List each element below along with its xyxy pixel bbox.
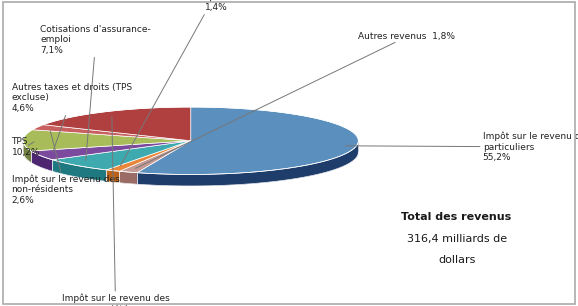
Polygon shape — [23, 130, 191, 151]
Polygon shape — [52, 160, 106, 181]
Polygon shape — [31, 141, 191, 160]
Text: Total des revenus: Total des revenus — [402, 212, 512, 222]
Text: Impôt sur le revenu des
non-résidents
2,6%: Impôt sur le revenu des non-résidents 2,… — [12, 131, 119, 205]
Text: TPS
10,2%: TPS 10,2% — [12, 137, 40, 157]
Text: dollars: dollars — [438, 255, 475, 265]
Polygon shape — [137, 141, 358, 186]
Text: Autres revenus  1,8%: Autres revenus 1,8% — [136, 32, 455, 168]
Text: Impôt sur le revenu des
sociétés
17,1%: Impôt sur le revenu des sociétés 17,1% — [62, 117, 169, 306]
Polygon shape — [43, 107, 191, 141]
Text: Autres taxes et droits (TPS
excluse)
4,6%: Autres taxes et droits (TPS excluse) 4,6… — [12, 83, 132, 152]
Polygon shape — [52, 141, 191, 170]
Polygon shape — [106, 170, 120, 183]
Text: 316,4 milliards de: 316,4 milliards de — [406, 234, 507, 244]
Polygon shape — [23, 141, 358, 186]
Polygon shape — [137, 107, 358, 174]
Text: Redevances en provenance
du cadre sur la tarification
de la pollution
1,4%: Redevances en provenance du cadre sur la… — [120, 0, 279, 166]
Polygon shape — [120, 171, 137, 184]
Polygon shape — [32, 125, 191, 141]
Text: Impôt sur le revenu des
particuliers
55,2%: Impôt sur le revenu des particuliers 55,… — [346, 132, 578, 162]
Polygon shape — [120, 141, 191, 173]
Polygon shape — [23, 141, 31, 162]
Polygon shape — [31, 151, 52, 171]
Polygon shape — [106, 141, 191, 171]
Text: Cotisations d'assurance-
emploi
7,1%: Cotisations d'assurance- emploi 7,1% — [40, 25, 151, 161]
